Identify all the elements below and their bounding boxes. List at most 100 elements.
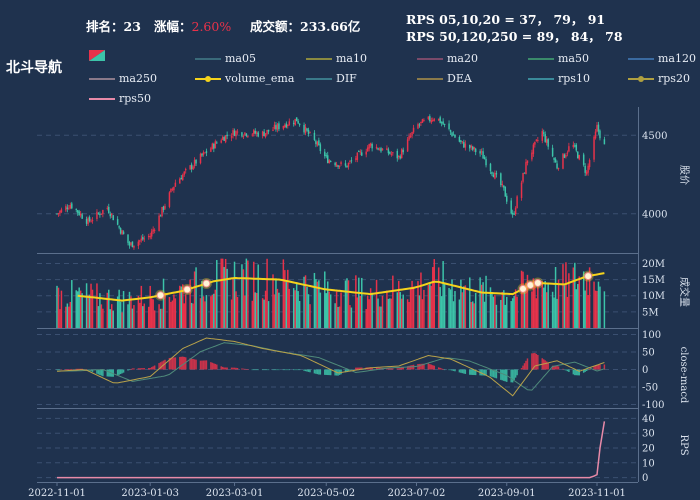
macd-histogram-bar (195, 359, 197, 370)
macd-histogram-bar (596, 364, 598, 370)
macd-histogram-bar (495, 369, 498, 379)
candle (575, 144, 578, 151)
macd-histogram-bar (152, 366, 154, 370)
macd-histogram-bar (282, 369, 285, 371)
macd-histogram-bar (346, 369, 348, 372)
volume-bar (211, 294, 214, 328)
candle (226, 134, 228, 137)
volume-bar (275, 278, 277, 328)
y-tick-label: 40 (642, 414, 655, 425)
candle (429, 116, 431, 121)
candle (195, 159, 197, 164)
candle (554, 159, 557, 163)
candle (603, 139, 606, 145)
candle (76, 210, 79, 213)
legend-candle-icon[interactable] (89, 50, 105, 61)
volume-bar (448, 288, 450, 328)
volume-bar (216, 260, 218, 328)
candle (204, 152, 206, 154)
volume-bar (285, 282, 288, 328)
macd-histogram-bar (241, 368, 243, 370)
candle (245, 133, 248, 137)
legend-item-rps50[interactable]: rps50 (89, 92, 151, 105)
volume-bar (483, 301, 486, 328)
dea-line (57, 342, 605, 391)
candle (118, 226, 120, 228)
volume-bar (102, 308, 104, 328)
macd-histogram-bar (211, 362, 214, 370)
macd-histogram-bar (226, 367, 228, 370)
volume-bar (97, 306, 100, 328)
macd-histogram-bar (547, 362, 549, 370)
legend-item-ma10[interactable]: ma10 (306, 52, 367, 65)
candle (585, 171, 588, 175)
macd-histogram-bar (142, 368, 144, 370)
candle (210, 148, 212, 152)
candle (232, 130, 234, 136)
volume-bar (253, 261, 255, 328)
candle (542, 132, 545, 134)
volume-bar (356, 297, 359, 328)
macd-histogram-bar (81, 368, 83, 370)
volume-bar (346, 278, 348, 328)
macd-histogram-bar (449, 369, 452, 371)
legend-item-ma05[interactable]: ma05 (195, 52, 256, 65)
candle (324, 151, 326, 157)
legend-item-rps20[interactable]: rps20 (628, 72, 690, 85)
candle (158, 215, 160, 231)
candle (147, 236, 150, 238)
volume-bar (128, 291, 131, 328)
macd-histogram-bar (387, 368, 390, 370)
legend-item-DEA[interactable]: DEA (417, 72, 472, 85)
candle (236, 131, 239, 133)
macd-histogram-bar (494, 369, 496, 378)
macd-histogram-bar (288, 369, 291, 371)
candle (79, 213, 82, 216)
legend-item-DIF[interactable]: DIF (306, 72, 357, 85)
candle (110, 213, 113, 216)
macd-histogram-bar (174, 357, 177, 370)
candle (161, 207, 163, 217)
volume-bar (87, 294, 89, 328)
macd-histogram-bar (292, 369, 295, 371)
candle (263, 131, 265, 137)
rank-and-change: 排名：23 涨幅：2.60% (86, 16, 231, 35)
candle (503, 185, 505, 188)
legend-item-ma20[interactable]: ma20 (417, 52, 478, 65)
macd-histogram-bar (140, 368, 143, 370)
macd-histogram-bar (285, 369, 288, 371)
volume-ema-marker (584, 272, 593, 281)
legend-item-rps10[interactable]: rps10 (528, 72, 590, 85)
macd-histogram-bar (78, 368, 80, 370)
candle (463, 142, 465, 148)
candle (182, 174, 184, 181)
volume-bar (554, 267, 557, 328)
macd-histogram-bar (485, 369, 487, 376)
macd-histogram-bar (87, 369, 89, 371)
legend-item-ma50[interactable]: ma50 (528, 52, 589, 65)
candle (244, 132, 246, 135)
macd-histogram-bar (106, 369, 109, 377)
macd-histogram-bar (500, 369, 502, 380)
volume-bar (294, 290, 296, 328)
macd-histogram-bar (563, 369, 566, 371)
macd-histogram-bar (189, 358, 191, 370)
candle (389, 151, 391, 154)
candle (420, 121, 422, 124)
legend-item-volume-ema[interactable]: volume_ema (195, 72, 294, 85)
legend-item-ma120[interactable]: ma120 (628, 52, 696, 65)
macd-histogram-bar (603, 364, 606, 370)
volume-bar (315, 279, 317, 328)
volume-bar (338, 306, 341, 328)
y-tick-label: 50 (642, 348, 655, 359)
candle (211, 143, 214, 149)
macd-histogram-bar (503, 369, 505, 381)
rank-label: 排名： (86, 19, 124, 34)
volume-bar (565, 262, 567, 328)
volume-bar (464, 285, 467, 328)
candle (556, 163, 558, 169)
candle (202, 152, 205, 155)
legend-item-ma250[interactable]: ma250 (89, 72, 157, 85)
macd-histogram-bar (75, 368, 77, 370)
volume-bar (547, 282, 549, 328)
